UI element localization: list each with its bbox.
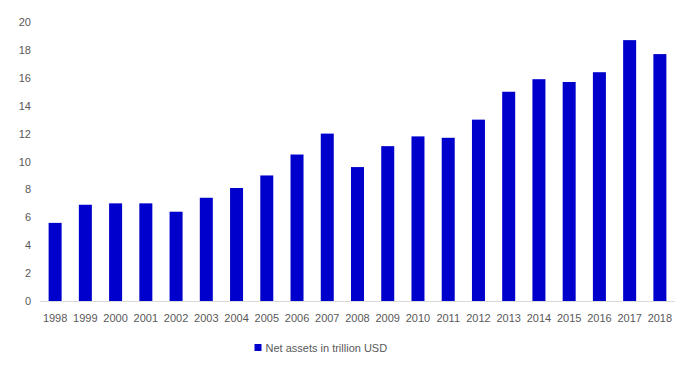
bar [200,198,213,301]
x-tick-label: 2009 [375,312,399,324]
y-tick-label: 18 [19,44,31,56]
x-tick-label: 2004 [224,312,248,324]
x-tick-label: 2003 [194,312,218,324]
y-tick-label: 6 [25,211,31,223]
y-tick-label: 20 [19,16,31,28]
x-tick-label: 2000 [103,312,127,324]
x-tick-label: 2008 [345,312,369,324]
bar [79,205,92,301]
x-axis-line [40,301,675,302]
bar [230,188,243,301]
x-tick-label: 2005 [255,312,279,324]
x-tick-label: 2012 [466,312,490,324]
x-tick-label: 2016 [587,312,611,324]
x-tick-label: 2010 [406,312,430,324]
bar [532,79,545,301]
x-tick-label: 1999 [73,312,97,324]
bar [623,40,636,301]
x-tick-label: 2013 [496,312,520,324]
y-tick-label: 14 [19,100,31,112]
y-tick-label: 12 [19,128,31,140]
bar [321,134,334,301]
y-axis: 0 2 4 6 8 10 12 14 16 18 20 [19,16,39,307]
x-tick-label: 2018 [648,312,672,324]
y-tick-label: 4 [25,239,31,251]
x-tick-label: 2006 [285,312,309,324]
y-tick-label: 16 [19,72,31,84]
chart: 0 2 4 6 8 10 12 14 16 18 20 1998 1999 2000 2001 2002 200… [0,0,695,369]
chart-container: 0 2 4 6 8 10 12 14 16 18 20 1998 1999 2000 2001 2002 200… [0,0,695,369]
bar [291,155,304,301]
bar [109,203,122,301]
x-tick-label: 1998 [43,312,67,324]
bar [502,92,515,301]
bar [653,54,666,301]
x-tick-label: 2017 [617,312,641,324]
y-tick-label: 10 [19,156,31,168]
bar [170,212,183,301]
x-tick-label: 2007 [315,312,339,324]
bar [442,138,455,301]
x-tick-label: 2001 [134,312,158,324]
x-tick-label: 2014 [527,312,551,324]
y-tick-label: 0 [25,295,31,307]
bar [411,136,424,301]
legend-swatch [255,344,262,351]
y-tick-label: 8 [25,183,31,195]
x-tick-label: 2015 [557,312,581,324]
x-tick-label: 2002 [164,312,188,324]
bars [49,40,667,301]
bar [563,82,576,301]
bar [593,72,606,301]
y-tick-label: 2 [25,267,31,279]
bar [381,146,394,301]
legend: Net assets in trillion USD [255,342,388,354]
bar [472,120,485,301]
x-tick-label: 2011 [436,312,460,324]
bar [260,175,273,301]
legend-label: Net assets in trillion USD [266,342,388,354]
bar [139,203,152,301]
x-axis: 1998 1999 2000 2001 2002 2003 2004 2005 2006 2007… [43,312,672,324]
bar [351,167,364,301]
bar [49,223,62,301]
